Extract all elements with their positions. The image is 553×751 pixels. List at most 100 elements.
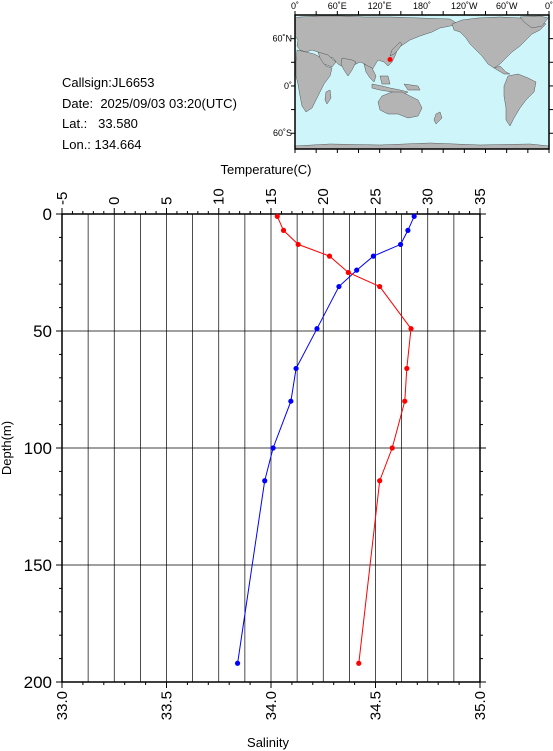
salinity-point [356,660,362,666]
land-arabia [317,51,337,68]
map-lon-label: 0˚ [545,1,553,11]
depth-tick-label: 100 [24,439,52,458]
salinity-tick-labels: 33.0 33.5 34.0 34.5 35.0 [54,691,489,720]
land-borneo [379,75,391,85]
temperature-point [288,398,294,404]
salinity-series [274,213,414,666]
salinity-point [402,398,408,404]
map-frame-ticks [291,11,553,153]
temperature-tick-label: 15 [263,188,280,205]
temperature-point [354,267,360,273]
temperature-point [370,253,377,259]
salinity-tick-label: 33.5 [158,691,175,720]
temperature-point [397,241,404,248]
salinity-tick-label: 33.0 [54,691,71,720]
salinity-tick-label: 35.0 [472,691,489,720]
temperature-tick-label: 10 [211,188,228,205]
salinity-axis-label: Salinity [247,735,289,750]
lat-label: Lat.: [62,116,88,131]
temperature-point [314,326,320,332]
map-longitude-labels: 0˚ 60˚E 120˚E 180˚ 120˚W 60˚W 0˚ [291,1,553,11]
land-greenland [519,15,549,29]
map-lat-label: 0˚ [284,81,292,91]
map-lon-label: 60˚W [496,1,518,11]
station-info: Callsign:JL6653 Date: 2025/09/03 03:20(U… [62,73,237,155]
temperature-tick-label: 20 [315,188,332,205]
depth-tick-label: 50 [33,322,52,341]
land-northamerica [451,16,547,69]
land-indonesia [371,83,409,95]
map-lon-label: 180˚ [413,1,431,11]
land-india [340,57,357,77]
depth-tick-label: 200 [24,673,52,692]
salinity-point [345,269,351,276]
salinity-point [408,326,414,332]
lat-row: Lat.: 33.580 [62,114,237,135]
callsign-label: Callsign: [62,75,112,90]
salinity-point [377,478,383,484]
depth-tick-label: 150 [24,556,52,575]
depth-tick-label: 0 [43,205,52,224]
temperature-series [234,213,417,666]
temperature-tick-label: -5 [54,192,71,205]
lon-label: Lon.: [62,136,91,152]
depth-tick-labels: 0 50 100 150 200 [24,205,52,692]
land-newzealand [433,111,443,125]
temperature-point [336,283,342,290]
land-madagascar [324,89,332,105]
date-label: Date: [62,95,94,111]
chart-minor-ticks [56,208,486,688]
salinity-tick-label: 34.0 [263,691,280,720]
station-marker [387,56,393,62]
temperature-point [293,365,299,372]
salinity-line [276,216,412,664]
lon-value: 134.664 [94,136,142,152]
temperature-point [270,445,276,451]
map-land [294,15,550,150]
salinity-point [326,253,333,259]
salinity-point [295,241,301,248]
temperature-point [262,478,268,484]
date-value: 2025/09/03 03:20(UTC) [100,95,237,111]
salinity-point [404,365,410,372]
map-latitude-labels: 60˚N 0˚ 60˚S [272,34,292,139]
land-australia [377,91,423,119]
temperature-point [405,227,411,233]
temperature-tick-label: 25 [367,188,384,205]
salinity-point [280,227,287,233]
land-centralamerica [493,65,511,75]
salinity-point [389,445,395,451]
temperature-tick-label: 5 [158,197,175,205]
map-lon-label: 60˚E [328,1,347,11]
map-lat-label: 60˚N [272,34,292,44]
land-seasia [363,63,377,83]
callsign-row: Callsign:JL6653 [62,73,237,94]
map-lon-label: 120˚W [451,1,478,11]
temperature-point [411,213,417,219]
salinity-tick-label: 34.5 [367,691,384,720]
lat-value: 33.580 [98,116,138,131]
land-japan [389,41,403,57]
callsign-value: JL6653 [111,75,155,90]
land-southamerica [503,73,537,127]
temperature-axis-label: Temperature(C) [220,162,311,177]
land-eurasia [294,15,459,73]
chart-series [234,213,417,666]
temperature-line [237,216,415,664]
temperature-tick-label: 30 [420,188,437,205]
temperature-tick-labels: -5 0 5 10 15 20 25 30 35 [54,188,489,205]
temperature-tick-label: 35 [472,188,489,205]
location-map: 0˚ 60˚E 120˚E 180˚ 120˚W 60˚W 0˚ 60˚N 0˚ 60˚S [272,1,553,153]
depth-axis-label: Depth(m) [0,421,14,475]
salinity-point [377,283,383,290]
map-lon-label: 120˚E [368,1,392,11]
lon-row: Lon.: 134.664 [62,135,237,156]
map-lon-label: 0˚ [291,1,299,11]
salinity-point [274,213,280,219]
land-newguinea [403,83,421,91]
map-lat-label: 60˚S [273,128,292,138]
temperature-tick-label: 0 [106,197,123,205]
date-row: Date: 2025/09/03 03:20(UTC) [62,94,237,115]
temperature-point [234,660,241,666]
